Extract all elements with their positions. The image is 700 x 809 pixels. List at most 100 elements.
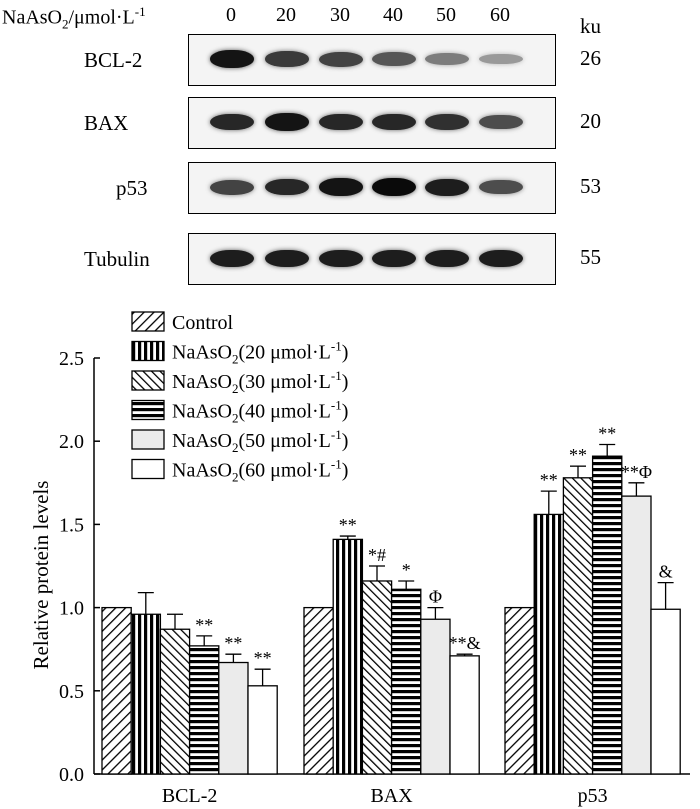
legend-swatch — [131, 340, 165, 362]
significance-label: ** — [540, 470, 558, 490]
y-tick-label: 1.5 — [59, 514, 84, 536]
bar — [130, 613, 162, 775]
significance-label: ** — [224, 633, 242, 653]
header-sup: -1 — [134, 4, 146, 19]
legend-close: ) — [342, 401, 349, 423]
blot-panel — [188, 34, 556, 86]
dose-label-40: 40 — [383, 4, 403, 26]
legend-unit: (30 μmol·L — [239, 371, 331, 393]
dose-label-20: 20 — [276, 4, 296, 26]
significance-label: *# — [368, 545, 386, 565]
significance-label: ** — [195, 615, 213, 635]
blot-band — [479, 249, 523, 267]
bar — [390, 588, 422, 775]
significance-label: **& — [449, 633, 481, 653]
bar — [449, 655, 480, 775]
blot-band — [210, 113, 254, 131]
legend-main: NaAsO — [172, 342, 232, 364]
bar — [332, 538, 364, 775]
bar — [650, 608, 681, 775]
significance-label: & — [659, 562, 673, 582]
significance-label: Φ — [429, 587, 442, 607]
y-tick-label: 1.0 — [59, 598, 84, 620]
blot-dose-header: NaAsO2/μmol·L-1 — [2, 4, 146, 33]
x-category-label: p53 — [578, 785, 608, 807]
blot-panel — [188, 97, 556, 149]
dose-label-30: 30 — [330, 4, 350, 26]
blot-band — [319, 113, 363, 131]
blot-band — [425, 114, 469, 130]
blot-band — [479, 179, 523, 195]
bar — [247, 685, 278, 775]
blot-band — [372, 178, 416, 196]
legend-swatch — [131, 429, 165, 450]
bar — [101, 606, 132, 775]
dose-label-0: 0 — [226, 4, 236, 26]
bar — [218, 661, 249, 775]
blot-band — [319, 249, 363, 267]
blot-row-label: BAX — [84, 111, 129, 135]
y-tick-label: 0.5 — [59, 681, 84, 703]
legend-main: NaAsO — [172, 460, 232, 482]
legend-superscript: -1 — [331, 339, 342, 354]
blot-band — [210, 249, 254, 267]
significance-label: ** — [569, 445, 587, 465]
blot-band — [319, 51, 363, 67]
legend-swatch — [131, 311, 165, 332]
blot-band — [265, 178, 309, 196]
legend-main: Control — [172, 312, 234, 334]
legend-unit: (50 μmol·L — [239, 430, 331, 452]
blot-band — [425, 53, 469, 65]
bar — [188, 645, 220, 775]
y-tick-label: 2.0 — [59, 431, 84, 453]
blot-band — [265, 113, 309, 131]
significance-label: ** — [598, 424, 616, 444]
legend-close: ) — [342, 342, 349, 364]
blot-band — [425, 249, 469, 267]
bar — [562, 477, 594, 775]
x-category-label: BCL-2 — [162, 785, 218, 807]
blot-row-label: p53 — [116, 176, 148, 200]
x-category-label: BAX — [370, 785, 413, 807]
header-unit: /μmol·L — [68, 6, 135, 29]
header-sub: 2 — [62, 16, 69, 32]
legend-superscript: -1 — [331, 398, 342, 413]
legend-unit: (20 μmol·L — [239, 342, 331, 364]
blot-band — [372, 249, 416, 267]
legend-main: NaAsO — [172, 430, 232, 452]
legend-label: Control — [172, 312, 234, 334]
legend-subscript: 2 — [232, 440, 239, 455]
blot-panel — [188, 233, 556, 285]
blot-band — [210, 50, 254, 68]
legend-subscript: 2 — [232, 381, 239, 396]
blot-band — [425, 178, 469, 196]
blot-ku-value: 53 — [580, 174, 601, 198]
legend-swatch — [131, 399, 165, 421]
blot-ku-value: 20 — [580, 109, 601, 133]
legend-subscript: 2 — [232, 352, 239, 367]
legend-swatch — [131, 458, 165, 480]
y-tick-label: 0.0 — [59, 764, 84, 786]
legend-superscript: -1 — [331, 368, 342, 383]
y-axis-label: Relative protein levels — [29, 481, 53, 670]
legend-unit: (40 μmol·L — [239, 401, 331, 423]
blot-band — [479, 114, 523, 130]
significance-label: **Φ — [621, 462, 652, 482]
blot-band — [372, 52, 416, 66]
bar — [159, 628, 191, 775]
blot-band — [265, 249, 309, 267]
legend-superscript: -1 — [331, 427, 342, 442]
blot-panel — [188, 162, 556, 214]
legend-main: NaAsO — [172, 371, 232, 393]
legend-main: NaAsO — [172, 401, 232, 423]
header-compound: NaAsO — [2, 6, 62, 29]
blot-row-label: Tubulin — [84, 247, 150, 271]
blot-band — [372, 113, 416, 131]
bar — [591, 455, 623, 775]
legend-label: NaAsO2(20 μmol·L-1) — [172, 339, 348, 367]
legend-close: ) — [342, 460, 349, 482]
legend-close: ) — [342, 371, 349, 393]
bar — [361, 580, 393, 775]
significance-label: ** — [254, 648, 272, 668]
legend-subscript: 2 — [232, 470, 239, 485]
